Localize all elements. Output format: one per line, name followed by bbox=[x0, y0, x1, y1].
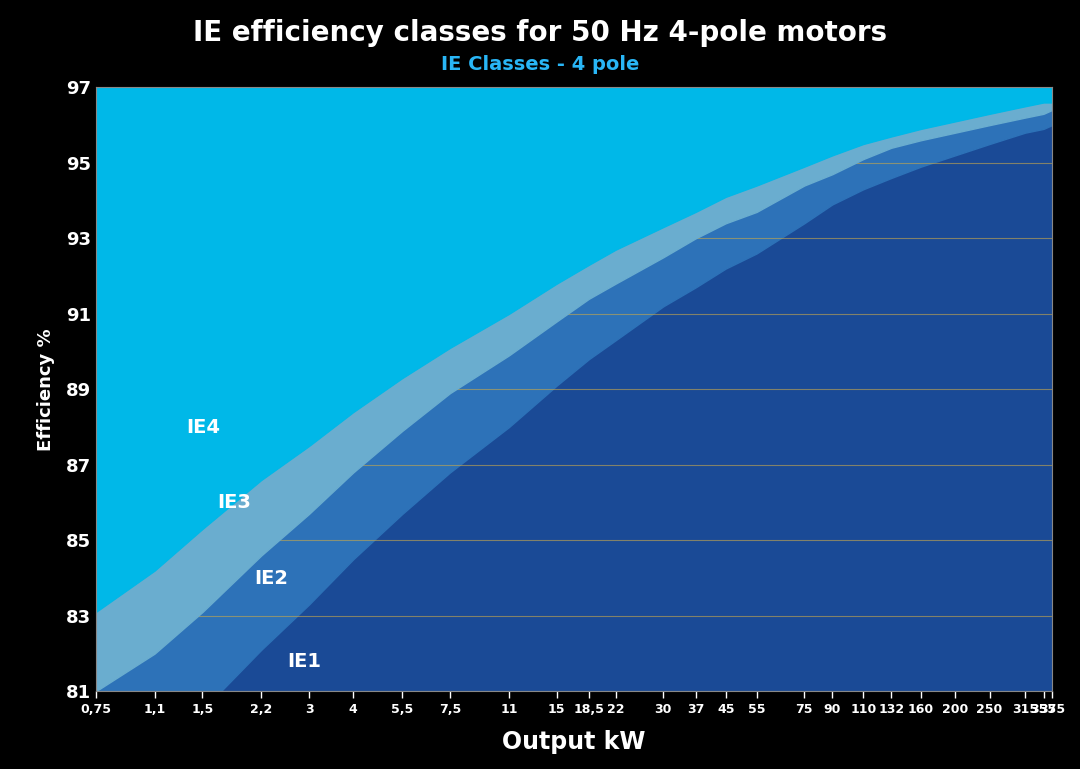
Text: IE Classes - 4 pole: IE Classes - 4 pole bbox=[441, 55, 639, 75]
Text: IE1: IE1 bbox=[287, 651, 321, 671]
X-axis label: Output kW: Output kW bbox=[502, 730, 646, 754]
Text: IE3: IE3 bbox=[217, 493, 251, 512]
Text: IE efficiency classes for 50 Hz 4-pole motors: IE efficiency classes for 50 Hz 4-pole m… bbox=[193, 19, 887, 47]
Text: IE2: IE2 bbox=[254, 568, 288, 588]
Y-axis label: Efficiency %: Efficiency % bbox=[37, 328, 55, 451]
Text: IE4: IE4 bbox=[186, 418, 220, 437]
